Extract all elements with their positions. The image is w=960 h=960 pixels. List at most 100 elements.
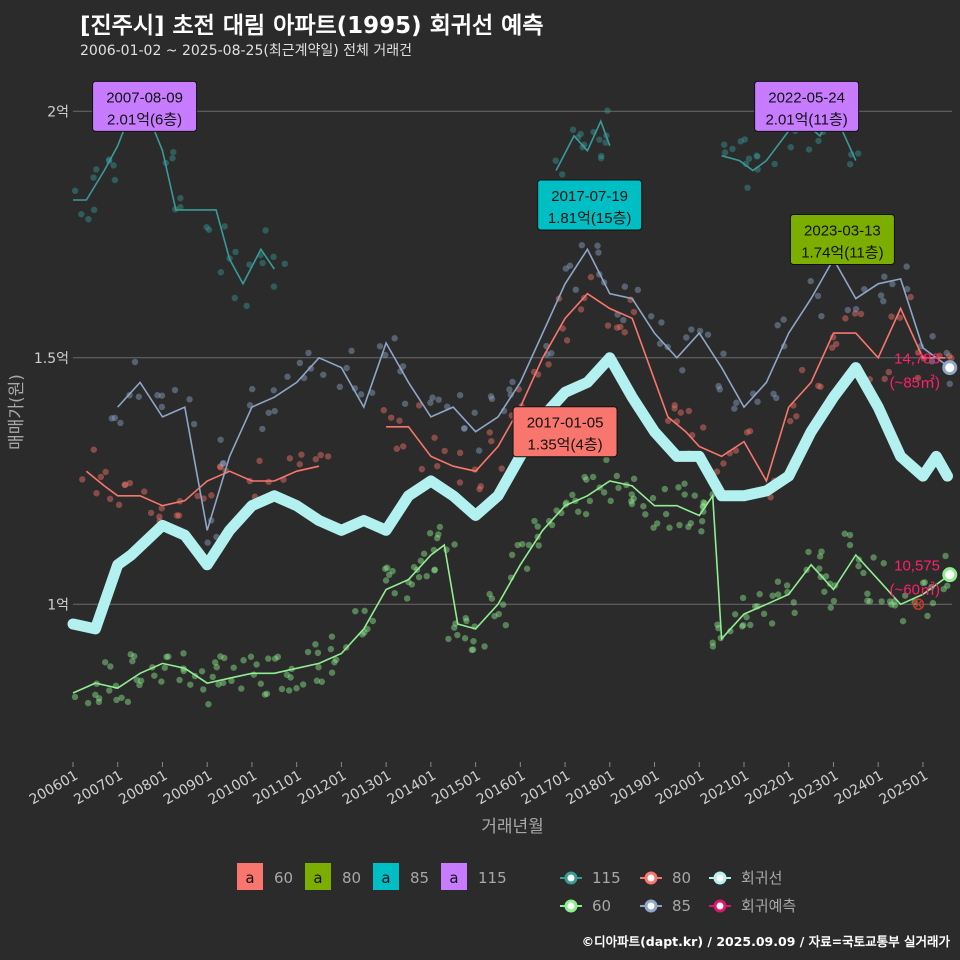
scatter-point-80 (700, 424, 707, 431)
scatter-point-60 (826, 580, 834, 587)
scatter-point-80 (418, 465, 426, 473)
scatter-point-60 (769, 592, 776, 599)
scatter-point-60 (864, 597, 871, 604)
scatter-point-60 (217, 653, 224, 660)
scatter-point-60 (213, 663, 220, 671)
scatter-point-80 (456, 479, 464, 486)
scatter-point-60 (451, 624, 458, 631)
scatter-point-115 (721, 149, 729, 156)
scatter-point-60 (209, 673, 216, 681)
series-line-85 (117, 247, 951, 531)
scatter-point-80 (787, 417, 794, 425)
scatter-point-60 (124, 698, 132, 706)
scatter-point-60 (866, 598, 874, 605)
scatter-point-60 (101, 659, 109, 666)
legend-label: 115 (592, 869, 621, 887)
scatter-point-60 (381, 565, 389, 572)
legend-label: 115 (478, 869, 507, 887)
scatter-point-60 (581, 473, 588, 481)
scatter-point-60 (944, 582, 951, 589)
scatter-point-60 (709, 643, 717, 650)
scatter-point-85 (471, 409, 478, 416)
scatter-point-60 (247, 653, 255, 660)
scatter-point-60 (817, 573, 824, 581)
scatter-point-85 (284, 373, 291, 380)
scatter-point-115 (577, 130, 584, 138)
scatter-point-85 (460, 425, 468, 432)
scatter-point-85 (171, 386, 179, 394)
scatter-point-80 (387, 414, 395, 421)
legend-item-fill-85: a 85 (373, 863, 429, 890)
annotation-price: 2.01억(6층) (107, 111, 182, 128)
scatter-point-85 (881, 273, 888, 280)
scatter-point-60 (940, 585, 947, 593)
scatter-point-80 (147, 509, 155, 517)
scatter-point-60 (221, 654, 228, 662)
scatter-point-115 (815, 137, 822, 145)
x-tick-label: 200601 (27, 768, 81, 809)
scatter-point-80 (888, 313, 895, 320)
forecast-marker-cross (913, 599, 923, 609)
scatter-point-60 (327, 645, 335, 653)
scatter-point-80 (545, 361, 552, 368)
annotation-price: 2.01억(11층) (765, 111, 847, 128)
x-tick-label: 201801 (564, 768, 618, 809)
scatter-point-60 (628, 497, 635, 505)
scatter-point-60 (462, 614, 469, 622)
scatter-point-85 (368, 389, 376, 396)
scatter-point-85 (357, 391, 365, 398)
scatter-point-60 (855, 562, 862, 570)
forecast-marker (912, 598, 925, 611)
scatter-point-60 (942, 552, 949, 560)
legend-item-line-80: 80 (640, 869, 691, 887)
scatter-point-115 (203, 224, 210, 231)
scatter-point-80 (577, 306, 585, 313)
scatter-point-85 (348, 347, 355, 355)
scatter-point-60 (698, 518, 706, 525)
legend: a 60 a 80 a 85 a 115 115 80 회귀선 60 85 회귀예측 (237, 863, 796, 915)
scatter-point-60 (681, 480, 688, 487)
scatter-point-85 (578, 242, 586, 249)
scatter-point-85 (733, 399, 740, 406)
scatter-point-60 (331, 659, 338, 666)
scatter-point-80 (296, 461, 303, 468)
scatter-point-60 (921, 579, 928, 586)
scatter-point-60 (816, 553, 824, 560)
x-tick-label: 202501 (877, 768, 931, 809)
scatter-point-60 (312, 641, 319, 648)
scatter-point-60 (228, 677, 235, 685)
scatter-point-85 (929, 333, 936, 340)
scatter-point-85 (683, 334, 690, 341)
scatter-point-80 (914, 374, 922, 382)
scatter-point-115 (579, 143, 586, 151)
scatter-point-85 (679, 367, 686, 374)
legend-item-fill-80: a 80 (305, 863, 361, 890)
scatter-point-60 (589, 473, 597, 481)
scatter-point-85 (877, 292, 885, 299)
scatter-point-85 (572, 286, 579, 293)
scatter-point-60 (415, 573, 423, 581)
scatter-point-60 (582, 510, 590, 518)
scatter-point-85 (336, 383, 344, 391)
scatter-point-80 (817, 383, 824, 390)
scatter-point-115 (169, 155, 176, 162)
scatter-point-60 (136, 681, 143, 689)
scatter-point-60 (285, 687, 293, 694)
scatter-point-60 (738, 623, 746, 630)
x-tick-label: 200701 (71, 768, 125, 809)
scatter-point-80 (559, 325, 566, 332)
scatter-point-85 (305, 349, 312, 357)
scatter-point-60 (299, 681, 307, 688)
scatter-point-80 (793, 413, 800, 420)
scatter-point-85 (658, 319, 665, 326)
scatter-point-80 (617, 323, 624, 331)
legend-item-fill-60: a 60 (237, 863, 293, 890)
scatter-point-60 (628, 500, 636, 508)
legend-label: 85 (410, 869, 429, 887)
scatter-point-60 (283, 671, 291, 678)
x-tick-label: 201201 (295, 768, 349, 809)
scatter-point-60 (469, 646, 477, 653)
legend-label: 85 (672, 897, 691, 915)
scatter-point-85 (774, 321, 781, 329)
scatter-point-80 (476, 485, 483, 493)
